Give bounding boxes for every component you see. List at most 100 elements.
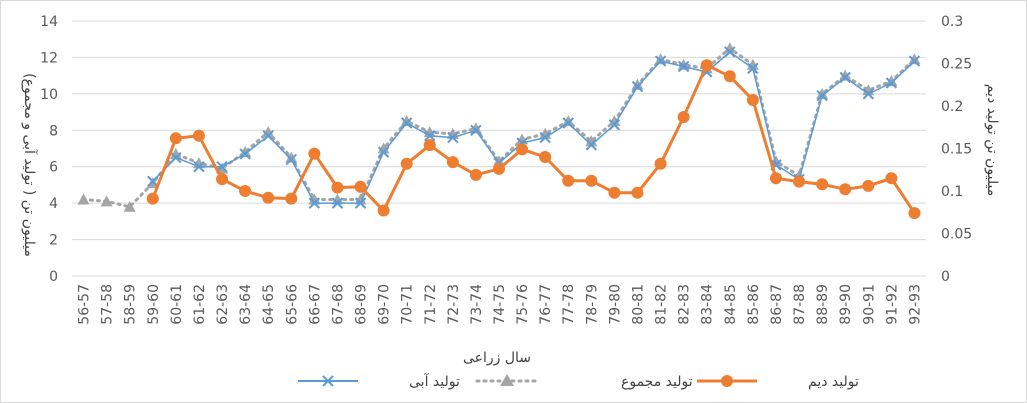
data-point-circle [585, 174, 598, 187]
data-point-circle [885, 172, 898, 185]
y-left-tick-label: 0 [49, 269, 58, 285]
x-tick-label: 61-62 [192, 284, 208, 325]
data-point-circle [793, 175, 806, 188]
data-point-x [285, 153, 297, 166]
x-tick-label: 79-80 [607, 284, 623, 325]
data-point-circle [446, 156, 459, 169]
data-point-triangle [123, 200, 136, 212]
data-point-circle [308, 147, 321, 160]
legend-marker-circle [721, 375, 733, 387]
x-tick-label: 59-60 [146, 284, 162, 325]
x-tick-label: 85-86 [746, 284, 762, 325]
series-layer [77, 42, 921, 220]
data-point-circle [262, 191, 275, 204]
data-point-x [377, 146, 390, 158]
x-tick-label: 64-65 [261, 284, 277, 325]
data-point-triangle [723, 42, 736, 54]
series-line [151, 63, 916, 215]
data-point-circle [908, 207, 921, 220]
x-tick-label: 67-68 [330, 284, 346, 325]
data-point-x [447, 131, 459, 144]
data-point-x [631, 80, 644, 93]
x-tick-label: 83-84 [700, 284, 716, 325]
data-point-circle [216, 173, 229, 186]
x-tick-label: 62-63 [215, 284, 231, 325]
data-point-x [585, 139, 598, 151]
data-point-circle [423, 139, 436, 152]
x-tick-label: 81-82 [654, 284, 670, 325]
data-point-x [400, 117, 413, 129]
y-left-tick-label: 12 [40, 50, 58, 66]
x-tick-label: 80-81 [630, 284, 646, 325]
data-point-x [862, 88, 875, 100]
legend-marker-x [322, 375, 334, 387]
data-point-triangle [585, 135, 598, 147]
x-tick-label: 82-83 [677, 284, 693, 325]
x-axis-title: سال زراعی [463, 350, 531, 366]
gridlines [72, 20, 926, 277]
x-tick-label: 63-64 [238, 284, 254, 325]
x-axis-ticks: 56-57 57-58 58-59 59-60 60-61 61-62 62-63 63-64… [77, 284, 924, 325]
data-point-triangle [377, 142, 390, 154]
x-tick-label: 66-67 [307, 284, 323, 325]
x-tick-label: 56-57 [77, 284, 93, 325]
data-point-circle [493, 162, 505, 175]
data-point-circle [169, 132, 182, 145]
y-right-tick-label: 0.3 [941, 14, 963, 30]
legend-label-rainfed: تولید دیم [808, 374, 859, 390]
x-tick-label: 86-87 [769, 284, 785, 325]
data-point-x [470, 124, 482, 136]
data-point-triangle [77, 193, 90, 205]
data-point-circle [516, 143, 529, 156]
x-tick-label: 90-91 [861, 284, 877, 325]
data-point-triangle [839, 69, 852, 81]
data-point-triangle [354, 193, 367, 205]
left-axis-ticks: 0 2 4 6 8 10 12 14 [40, 14, 58, 285]
x-tick-label: 76-77 [538, 284, 554, 325]
legend-label-total: تولید مجموع [621, 374, 693, 390]
x-tick-label: 75-76 [515, 284, 531, 325]
data-point-triangle [331, 193, 344, 205]
y-left-tick-label: 8 [49, 123, 58, 139]
x-tick-label: 78-79 [584, 284, 600, 325]
data-point-triangle [631, 78, 644, 90]
y-left-tick-label: 4 [49, 196, 58, 212]
y-left-axis-title: میلیون تن ( تولید آبی و مجموع) [21, 73, 38, 257]
data-point-circle [239, 185, 252, 197]
data-point-circle [285, 192, 298, 205]
data-point-triangle [239, 146, 252, 158]
data-point-triangle [562, 115, 575, 127]
x-tick-label: 57-58 [100, 284, 116, 325]
data-point-circle [839, 183, 852, 196]
legend-label-irrigated: تولید آبی [409, 373, 460, 390]
y-right-tick-label: 0.15 [941, 142, 972, 158]
x-tick-label: 68-69 [354, 284, 370, 325]
data-point-x [170, 151, 182, 164]
x-tick-label: 73-74 [469, 284, 485, 325]
y-right-tick-label: 0.25 [941, 57, 972, 73]
data-point-circle [192, 129, 205, 142]
data-point-x [747, 62, 759, 75]
data-point-x [654, 55, 667, 67]
data-point-x [354, 197, 367, 209]
data-point-triangle [285, 151, 298, 163]
x-tick-label: 92-93 [907, 284, 923, 325]
data-point-x [839, 71, 851, 84]
x-tick-label: 74-75 [492, 284, 508, 325]
data-point-circle [608, 186, 621, 199]
x-tick-label: 58-59 [123, 284, 139, 325]
y-left-tick-label: 14 [40, 14, 58, 30]
x-tick-label: 60-61 [169, 284, 185, 325]
data-point-triangle [308, 193, 321, 205]
data-point-x [608, 119, 621, 131]
y-right-tick-label: 0.1 [941, 184, 963, 200]
series-2 [146, 59, 921, 220]
legend-item-irrigated: تولید آبی [298, 373, 460, 390]
data-point-circle [677, 111, 690, 124]
data-point-x [816, 89, 828, 102]
y-right-axis-title: میلیون تن تولید دیم [984, 84, 1000, 196]
x-tick-label: 69-70 [377, 284, 393, 325]
legend-item-total: تولید مجموع [475, 374, 693, 390]
